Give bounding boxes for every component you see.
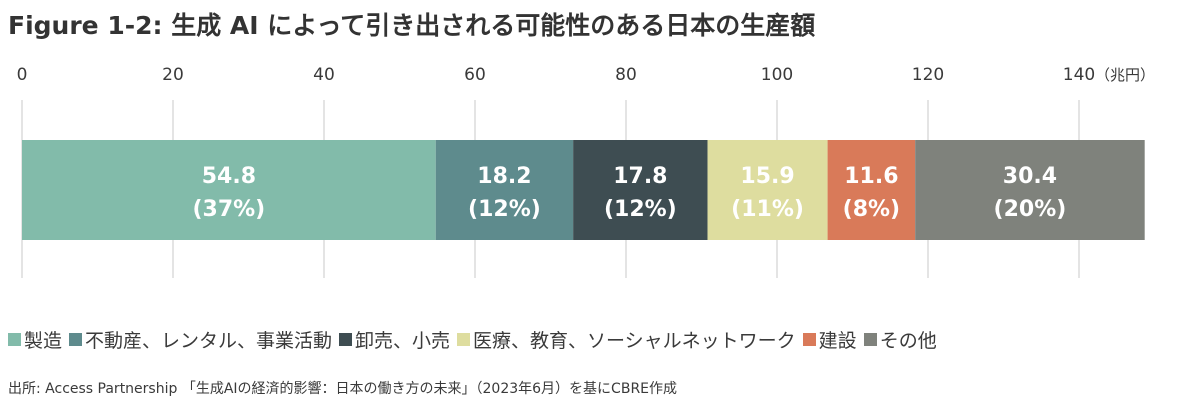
legend-label: 卸売、小売 [355, 330, 451, 352]
legend-label: 建設 [818, 330, 857, 352]
x-tick-label: 60 [464, 65, 486, 85]
x-tick-label: 20 [162, 65, 184, 85]
x-tick-label: 0 [17, 65, 28, 85]
legend-swatch [863, 333, 877, 346]
x-tick-label: 40 [313, 65, 335, 85]
legend-label: 製造 [24, 330, 63, 352]
legend-item: 製造 [8, 326, 62, 353]
x-tick-label: 120 [912, 65, 944, 85]
axis-unit-label: （兆円） [1095, 66, 1155, 84]
legend: 製造 不動産、レンタル、事業活動 卸売、小売 医療、教育、ソーシャルネットワーク 建設そ… [8, 326, 944, 353]
legend-label: 不動産、レンタル、事業活動 [85, 330, 333, 352]
segment-value-label: 15.9 [740, 164, 794, 189]
legend-label: その他 [879, 330, 937, 352]
segment-share-label: (12%) [604, 197, 677, 222]
legend-swatch [69, 333, 83, 346]
stacked-bar-chart: 0 20 40 60 80 100 120 140 54.8 (37%) 18.2 (12%) 17.… [17, 65, 1155, 278]
legend-swatch [339, 333, 353, 346]
x-axis-tick-labels: 0 20 40 60 80 100 120 140 [17, 65, 1096, 85]
x-tick-label: 100 [761, 65, 793, 85]
bar-segments [22, 140, 1145, 240]
bar-segment-4 [827, 140, 916, 240]
x-tick-label: 140 [1063, 65, 1095, 85]
bar-segment-3 [707, 140, 828, 240]
segment-value-label: 54.8 [202, 164, 256, 189]
segment-value-label: 11.6 [844, 164, 898, 189]
segment-labels: 54.8 (37%) 18.2 (12%) 17.8 (12%) 15.9 (11%) 11.6… [192, 164, 1066, 222]
legend-label: 医療、教育、ソーシャルネットワーク [473, 330, 796, 352]
bar-segment-0 [22, 140, 436, 240]
segment-share-label: (20%) [994, 197, 1067, 222]
segment-share-label: (37%) [192, 197, 265, 222]
legend-item: 建設 [802, 326, 857, 353]
legend-item: 卸売、小売 [339, 326, 450, 353]
x-tick-label: 80 [615, 65, 637, 85]
legend-item: その他 [863, 326, 937, 353]
segment-share-label: (8%) [843, 197, 900, 222]
segment-value-label: 30.4 [1003, 164, 1057, 189]
bar-segment-1 [435, 140, 574, 240]
legend-swatch [8, 333, 21, 346]
legend-item: 医療、教育、ソーシャルネットワーク [457, 326, 796, 353]
segment-share-label: (12%) [468, 197, 541, 222]
legend-swatch [802, 333, 816, 346]
chart-title: Figure 1-2: 生成 AI によって引き出される可能性のある日本の生産額 [8, 11, 816, 40]
legend-item: 不動産、レンタル、事業活動 [69, 326, 332, 353]
bar-segment-5 [915, 140, 1145, 240]
bar-segment-2 [573, 140, 708, 240]
source-note: 出所: Access Partnership 「生成AIの経済的影響：日本の働き… [8, 381, 678, 397]
legend-swatch [457, 333, 471, 346]
segment-share-label: (11%) [731, 197, 804, 222]
segment-value-label: 18.2 [477, 164, 531, 189]
segment-value-label: 17.8 [613, 164, 667, 189]
